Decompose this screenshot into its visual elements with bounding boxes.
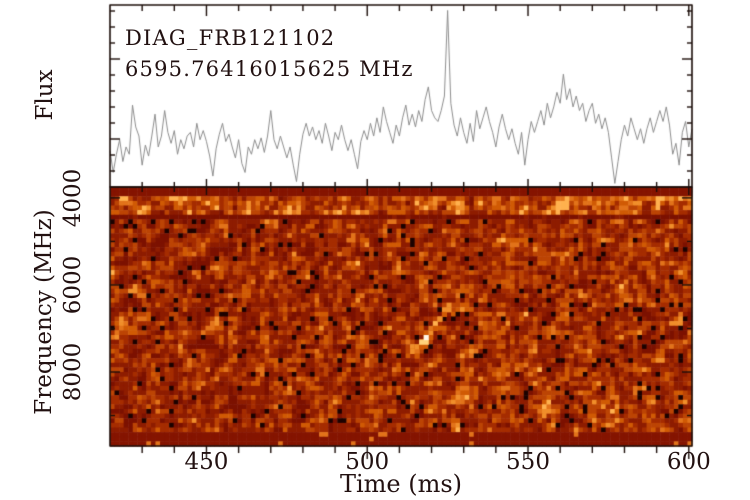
time-tick-label: 500: [345, 449, 390, 475]
time-tick-label: 600: [666, 449, 711, 475]
frequency-tick-label: 4000: [60, 168, 86, 228]
frequency-tick-label: 8000: [60, 342, 86, 402]
frequency-axis-label: Frequency (MHz): [31, 209, 57, 415]
frequency-tick-label: 6000: [60, 255, 86, 315]
time-tick-label: 550: [506, 449, 550, 475]
center-frequency-label: 6595.76416015625 MHz: [125, 57, 414, 81]
flux-axis-label: Flux: [32, 69, 58, 121]
time-axis-label: Time (ms): [339, 470, 463, 498]
time-tick-label: 450: [184, 449, 229, 475]
source-label: DIAG_FRB121102: [125, 26, 336, 50]
